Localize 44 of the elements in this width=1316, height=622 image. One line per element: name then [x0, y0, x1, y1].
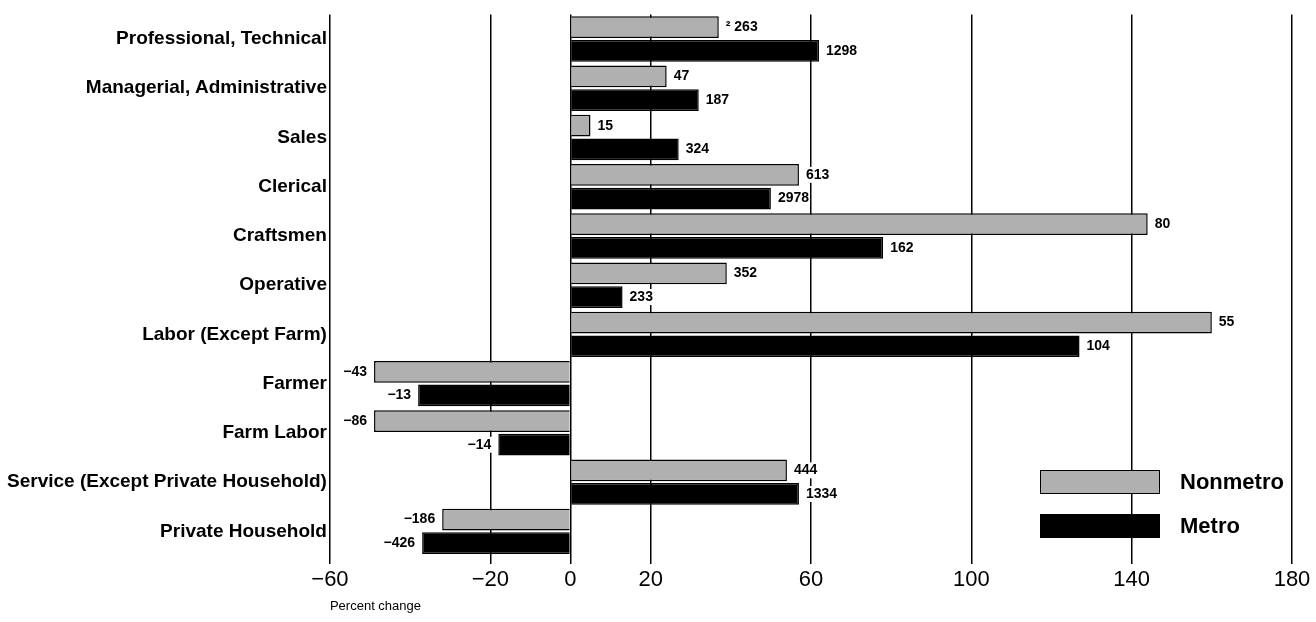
annotation: 613 — [805, 165, 830, 182]
annotation: −186 — [403, 510, 436, 527]
annotation: −13 — [387, 386, 412, 403]
annotation: ² 263 — [725, 18, 758, 35]
annotation: 444 — [793, 461, 818, 478]
annotation: 1298 — [825, 41, 858, 58]
annotation: 80 — [1154, 215, 1171, 232]
text: Metro — [1180, 513, 1240, 539]
annotation: −86 — [343, 411, 368, 428]
y-tick-label: Sales — [277, 125, 327, 147]
annotation: 352 — [733, 264, 758, 281]
annotation: −43 — [343, 362, 368, 379]
annotation: 47 — [673, 67, 690, 84]
annotation: 233 — [629, 287, 654, 304]
y-tick-label: Private Household — [160, 519, 327, 541]
y-tick-label: Labor (Except Farm) — [142, 322, 327, 344]
text: Nonmetro — [1180, 469, 1284, 495]
x-tick-label: −20 — [471, 566, 509, 592]
y-tick-label: Craftsmen — [232, 224, 327, 246]
annotation: 324 — [685, 140, 710, 157]
annotation: 162 — [890, 238, 914, 255]
y-tick-label: Managerial, Administrative — [85, 76, 327, 98]
x-tick-label: 0 — [564, 566, 577, 592]
annotation: 104 — [1086, 337, 1111, 354]
x-tick-label: 180 — [1273, 566, 1311, 592]
x-tick-label: −60 — [311, 566, 349, 592]
y-tick-label: Service (Except Private Household) — [6, 470, 327, 492]
x-tick-label: 100 — [952, 566, 990, 592]
annotation: 55 — [1218, 313, 1235, 330]
x-tick-label: 140 — [1113, 566, 1151, 592]
y-tick-label: Clerical — [258, 174, 327, 196]
annotation: −14 — [467, 435, 492, 452]
y-tick-label: Farm Labor — [222, 421, 328, 443]
y-tick-label: Farmer — [262, 371, 328, 393]
annotation: 187 — [705, 90, 730, 107]
x-tick-label: 20 — [638, 566, 663, 592]
annotation: 15 — [597, 116, 614, 133]
x-axis-title: Percent change — [329, 597, 422, 613]
x-tick-label: 60 — [798, 566, 824, 592]
annotation: 1334 — [805, 484, 838, 501]
y-tick-label: Professional, Technical — [116, 27, 327, 49]
y-tick-label: Operative — [239, 273, 327, 295]
annotation: −426 — [383, 534, 416, 551]
annotation: 2978 — [777, 189, 810, 206]
